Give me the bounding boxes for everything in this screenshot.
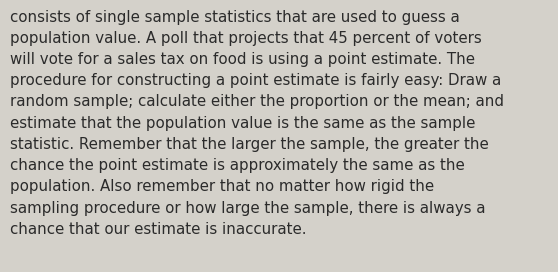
Text: consists of single sample statistics that are used to guess a
population value. : consists of single sample statistics tha… (10, 10, 504, 237)
